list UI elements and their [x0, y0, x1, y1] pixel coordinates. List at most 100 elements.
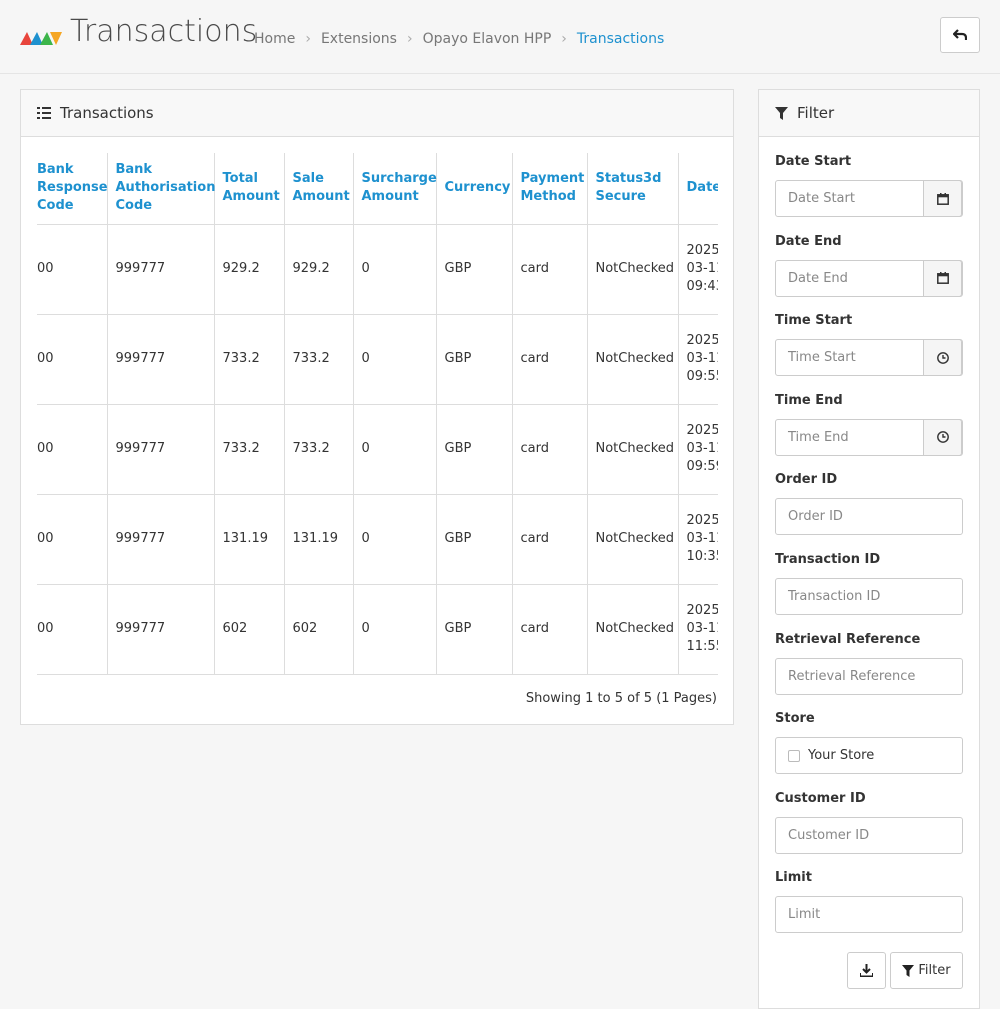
breadcrumb-link[interactable]: Home [254, 31, 296, 47]
table-cell: NotChecked [586, 584, 678, 675]
table-cell: 00 [37, 224, 107, 315]
panel-heading: Transactions [21, 90, 733, 137]
cell-text: NotChecked [595, 261, 675, 276]
breadcrumb: Home › Extensions › Opayo Elavon HPP › Transac… [254, 31, 664, 47]
cell-text: card [520, 351, 549, 366]
form-group: Order ID Order ID [775, 472, 963, 536]
cell-text: NotChecked [595, 441, 675, 456]
table-cell: NotChecked [586, 314, 678, 405]
checkbox-label: Your Store [808, 748, 875, 764]
header-row: Bank Response Code Bank Authorisation Cod… [37, 153, 718, 225]
text-input[interactable]: Date End [775, 259, 963, 297]
table-cell: GBP [435, 224, 512, 315]
text-input[interactable]: Customer ID [775, 816, 963, 854]
field-label: Retrieval Reference [775, 631, 921, 647]
table-body: 00 999777 929.2 929.2 0 GBP card NotChecked 2025… [37, 224, 719, 675]
text-input[interactable]: Transaction ID [775, 578, 963, 615]
list-icon [37, 107, 51, 119]
text-input[interactable]: Order ID [775, 498, 963, 536]
cell-text: 999777 [115, 351, 166, 366]
transactions-panel: Transactions Bank Response Code Bank Auth… [20, 89, 734, 725]
form-group: Customer ID Customer ID [775, 791, 963, 854]
text-input[interactable]: Your Store [775, 737, 963, 775]
cell-text: 0 [361, 261, 370, 276]
input-addon-button[interactable] [923, 259, 962, 297]
column-header[interactable]: Status3d Secure [586, 153, 678, 225]
back-icon [953, 29, 967, 40]
field-label: Customer ID [775, 790, 866, 806]
filter-button[interactable]: Filter [890, 952, 963, 989]
breadcrumb-separator: › [406, 31, 413, 47]
table-cell: 131.19 [213, 494, 284, 585]
table-cell: 999777 [106, 224, 214, 315]
cell-text: NotChecked [595, 531, 675, 546]
text-input[interactable]: Retrieval Reference [775, 657, 963, 695]
field-label: Order ID [775, 472, 838, 488]
table-row: 00 999777 131.19 131.19 0 GBP card NotChecked 20… [37, 494, 718, 585]
filter-panel: Filter Date Start Date Start Date End Date … [758, 89, 980, 1009]
column-header[interactable]: Bank Authorisation Code [106, 153, 215, 225]
column-header[interactable]: Bank Response Code [37, 153, 108, 225]
breadcrumb-link[interactable]: Opayo Elavon HPP [422, 31, 552, 47]
placeholder: Order ID [788, 509, 843, 525]
cell-text: card [520, 441, 549, 456]
form-group: Date End Date End [775, 234, 963, 297]
cell-text: 0 [361, 441, 370, 456]
table-cell: 999777 [106, 314, 214, 405]
cell-text: 131.19 [292, 531, 339, 546]
text-input[interactable]: Time End [775, 418, 963, 456]
cell-text: GBP [444, 441, 472, 456]
text-input[interactable]: Time Start [775, 339, 963, 377]
cell-text: card [520, 621, 549, 636]
input-addon-button[interactable] [923, 418, 962, 456]
input-addon-button[interactable] [923, 339, 962, 377]
table-cell: 0 [352, 224, 436, 315]
cell-text: 2025-03-11 11:55 [686, 603, 719, 654]
breadcrumb-link[interactable]: Transactions [576, 31, 665, 47]
column-header[interactable]: Date Added [677, 153, 718, 225]
placeholder: Retrieval Reference [788, 668, 916, 684]
table-cell: 0 [352, 584, 436, 675]
download-button[interactable] [847, 952, 886, 989]
field-label: Time End [775, 392, 843, 408]
back-button[interactable] [940, 17, 980, 53]
cell-text: GBP [444, 351, 472, 366]
table-cell: 0 [352, 494, 436, 585]
table-cell: 999777 [106, 494, 214, 585]
field-label: Time Start [775, 313, 853, 329]
form-group: Limit Limit [775, 870, 963, 934]
column-header[interactable]: Payment Method [511, 153, 587, 225]
breadcrumb-link[interactable]: Extensions [320, 31, 397, 47]
placeholder: Date Start [788, 191, 855, 206]
column-header[interactable]: Total Amount [213, 153, 284, 225]
field-label: Date Start [775, 154, 852, 169]
page-title: Transactions [70, 14, 258, 49]
field-label: Store [775, 711, 815, 727]
column-header[interactable]: Surcharge Amount [352, 153, 437, 225]
table-cell: 999777 [106, 404, 214, 495]
field-label: Date End [775, 233, 842, 249]
text-input[interactable]: Date Start [775, 180, 963, 217]
placeholder: Time Start [788, 350, 856, 366]
column-header[interactable]: Currency [435, 153, 512, 225]
form-group: Time End Time End [775, 393, 963, 456]
checkbox[interactable] [788, 749, 800, 762]
table-cell: 929.2 [283, 224, 353, 315]
cell-text: 733.2 [292, 351, 330, 366]
table-cell: 2025-03-11 10:35 [677, 494, 718, 585]
pagination-text: Showing 1 to 5 of 5 (1 Pages) [525, 691, 717, 706]
table-cell: 00 [37, 584, 107, 675]
placeholder: Transaction ID [788, 589, 881, 604]
cell-text: GBP [444, 621, 472, 636]
table-row: 00 999777 602 602 0 GBP card NotChecked 2025-03-… [37, 584, 719, 675]
cell-text: 00 [37, 441, 54, 456]
cell-text: 0 [361, 351, 370, 366]
cell-text: 0 [361, 621, 370, 636]
text-input[interactable]: Limit [775, 896, 963, 934]
table-cell: 733.2 [283, 404, 353, 495]
column-header[interactable]: Sale Amount [283, 153, 353, 225]
input-addon-button[interactable] [923, 180, 962, 217]
table-cell: 0 [352, 314, 436, 405]
cell-text: NotChecked [595, 351, 675, 366]
